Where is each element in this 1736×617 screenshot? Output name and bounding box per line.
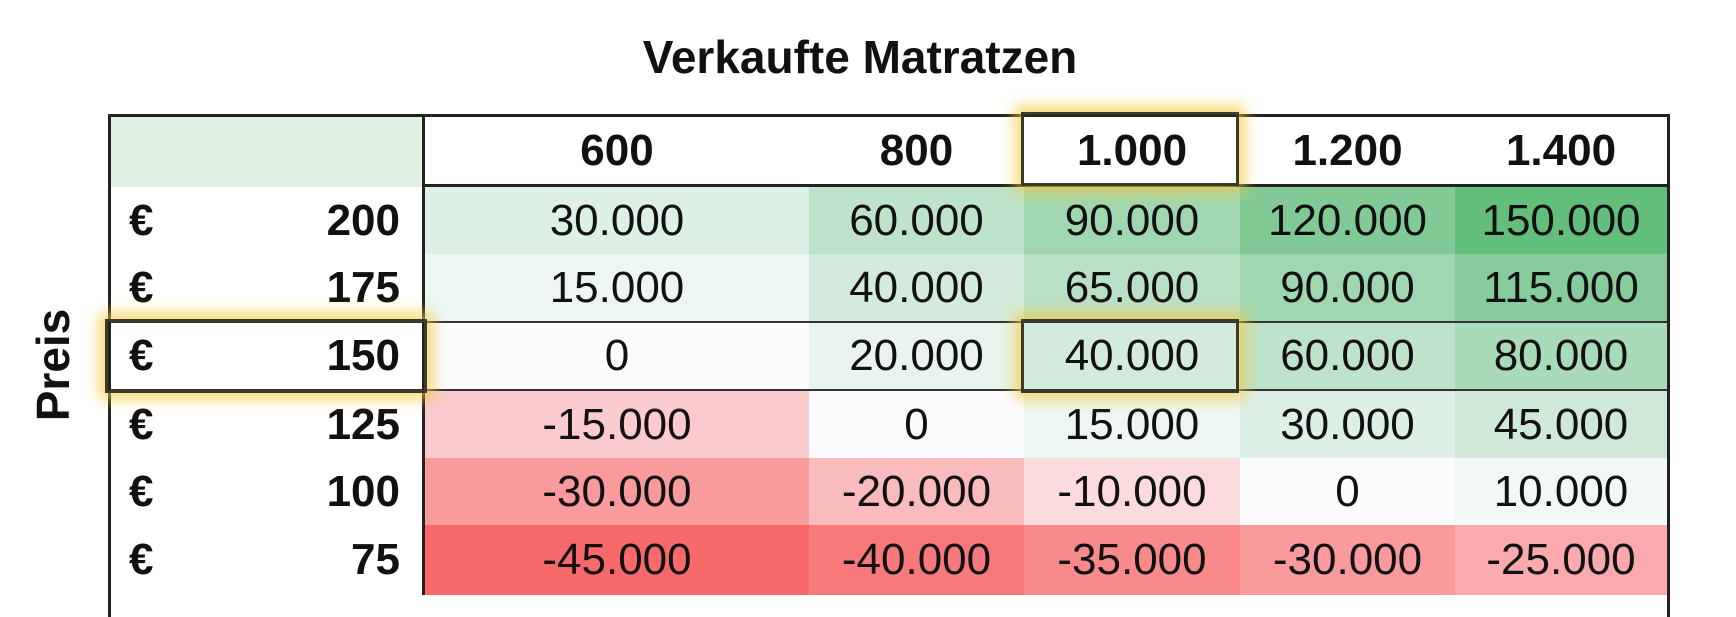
profit-cell: 90.000 [1240, 254, 1455, 321]
price-value: 125 [326, 399, 400, 449]
profit-cell: -30.000 [425, 458, 809, 525]
column-header: 800 [809, 117, 1024, 187]
currency-symbol: € [129, 195, 154, 245]
profit-cell: 115.000 [1455, 254, 1667, 321]
profit-cell: -25.000 [1455, 525, 1667, 595]
profit-cell: 40.000 [809, 254, 1024, 321]
profit-cell: 30.000 [425, 187, 809, 254]
price-value: 100 [326, 466, 400, 516]
price-row-header: €175 [111, 254, 425, 321]
currency-symbol: € [129, 262, 154, 312]
corner-cell [111, 117, 425, 187]
profit-cell: 90.000 [1024, 187, 1240, 254]
profit-cell: -15.000 [425, 391, 809, 458]
profit-cell: 150.000 [1455, 187, 1667, 254]
profit-cell: 65.000 [1024, 254, 1240, 321]
profit-cell: 120.000 [1240, 187, 1455, 254]
currency-symbol: € [129, 466, 154, 516]
profit-cell: 15.000 [425, 254, 809, 321]
price-row-header: €200 [111, 187, 425, 254]
profit-cell: 60.000 [1240, 321, 1455, 391]
price-value: 75 [351, 535, 400, 584]
profit-cell: 0 [1240, 458, 1455, 525]
profit-cell: 80.000 [1455, 321, 1667, 391]
price-row-header: €125 [111, 391, 425, 458]
column-header: 1.400 [1455, 117, 1667, 187]
price-row-header: €100 [111, 458, 425, 525]
profit-cell: 20.000 [809, 321, 1024, 391]
profit-cell: 15.000 [1024, 391, 1240, 458]
currency-symbol: € [129, 399, 154, 449]
price-value: 150 [326, 331, 400, 380]
column-header: 1.000 [1024, 117, 1240, 187]
price-value: 200 [326, 195, 400, 245]
profit-cell: -20.000 [809, 458, 1024, 525]
profit-cell: -10.000 [1024, 458, 1240, 525]
profit-cell: 40.000 [1024, 321, 1240, 391]
profit-matrix: 600 800 1.000 1.200 1.400 €200 30.000 60.000 90.… [108, 114, 1670, 617]
profit-cell: 0 [425, 321, 809, 391]
profit-cell: 45.000 [1455, 391, 1667, 458]
profit-cell: -35.000 [1024, 525, 1240, 595]
price-row-header: €150 [111, 321, 425, 391]
profit-cell: -40.000 [809, 525, 1024, 595]
profit-cell: 0 [809, 391, 1024, 458]
price-value: 175 [326, 262, 400, 312]
profit-cell: -45.000 [425, 525, 809, 595]
currency-symbol: € [129, 331, 154, 380]
column-header: 600 [425, 117, 809, 187]
profit-cell: 30.000 [1240, 391, 1455, 458]
profit-cell: 10.000 [1455, 458, 1667, 525]
column-header: 1.200 [1240, 117, 1455, 187]
profit-cell: -30.000 [1240, 525, 1455, 595]
price-row-header: €75 [111, 525, 425, 595]
profit-cell: 60.000 [809, 187, 1024, 254]
currency-symbol: € [129, 535, 154, 584]
column-axis-title: Verkaufte Matratzen [642, 31, 1078, 83]
row-axis-title: Preis [27, 308, 79, 422]
